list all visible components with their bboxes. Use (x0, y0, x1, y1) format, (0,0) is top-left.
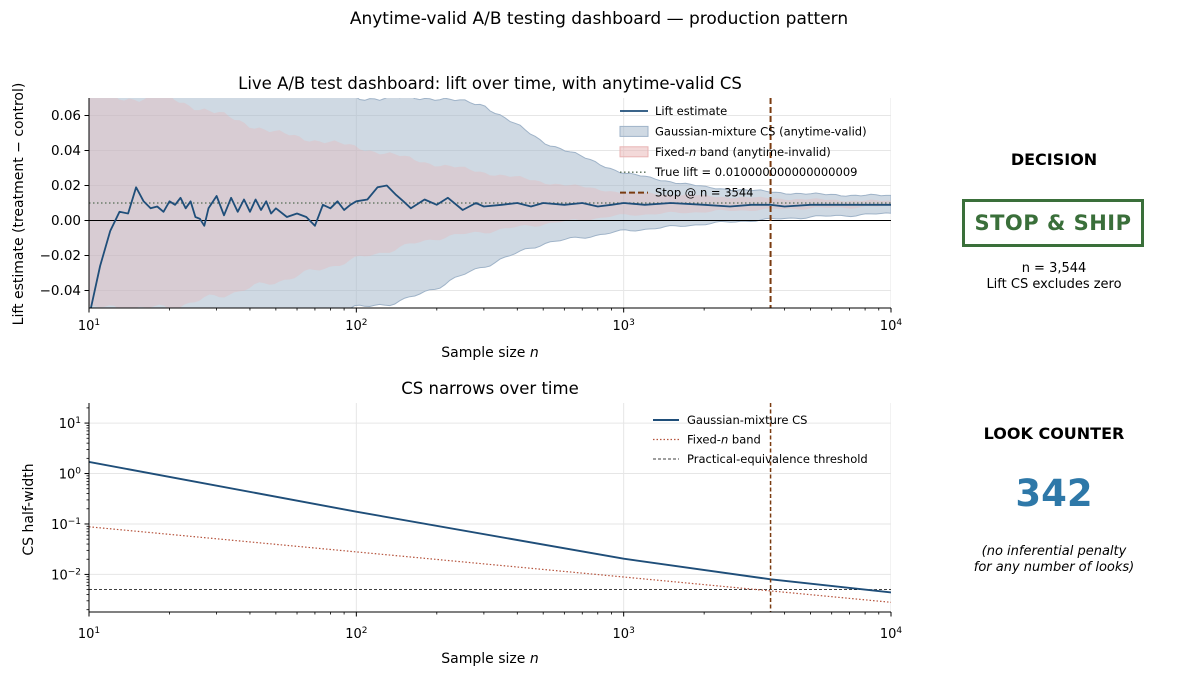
lift-legend-label-4: Stop @ n = 3544 (655, 186, 753, 200)
halfwidth-y-tick-label-2: 100 (59, 467, 82, 483)
lift-x-tick-label-2: 103 (613, 318, 635, 334)
lift-y-tick-label-2: 0.00 (51, 213, 81, 229)
halfwidth-x-tick-label-3: 104 (880, 626, 903, 642)
lift-estimate-line (90, 184, 891, 308)
halfwidth-y-tick-label-3: 101 (59, 416, 81, 432)
lift-plot-area (89, 98, 891, 308)
decision-title: DECISION (1010, 150, 1098, 169)
lift-chart-title: Live A/B test dashboard: lift over time,… (238, 74, 742, 93)
lift-x-tick-label-0: 101 (78, 318, 100, 334)
lift-chart: 101 102 103 104 −0.04 −0.02 0.00 0.02 0.04 0.06 Li… (11, 74, 903, 361)
lift-legend-swatch-1 (619, 125, 649, 137)
lift-x-tick-label-1: 102 (345, 318, 367, 334)
lift-legend-label-0: Lift estimate (655, 104, 727, 118)
halfwidth-legend-label-1: Fixed-n band (687, 433, 761, 447)
halfwidth-cs-line (89, 460, 891, 594)
lift-y-tick-label-4: 0.04 (51, 143, 81, 159)
look-counter-note-2: for any number of looks) (973, 560, 1135, 575)
look-counter-title: LOOK COUNTER (983, 424, 1125, 443)
halfwidth-x-axis-label: Sample size n (441, 651, 538, 667)
decision-note: Lift CS excludes zero (986, 277, 1122, 292)
halfwidth-chart-title: CS narrows over time (401, 379, 578, 398)
lift-y-axis-label: Lift estimate (treatment − control) (11, 83, 27, 326)
halfwidth-fixed-line (89, 526, 891, 603)
halfwidth-y-tick-label-1: 10−1 (51, 517, 81, 533)
halfwidth-legend-label-2: Practical-equivalence threshold (687, 452, 868, 466)
lift-y-tick-label-3: 0.02 (51, 178, 81, 194)
halfwidth-y-axis-label: CS half-width (21, 463, 37, 555)
decision-verdict-badge: STOP & SHIP (962, 199, 1144, 247)
halfwidth-y-tick-label-0: 10−2 (51, 567, 81, 583)
look-counter-note-1: (no inferential penalty (981, 544, 1127, 559)
decision-sample-size: n = 3,544 (1021, 261, 1087, 276)
look-counter-value: 342 (1015, 472, 1093, 515)
halfwidth-x-tick-label-0: 101 (78, 626, 100, 642)
lift-legend-label-1: Gaussian-mixture CS (anytime-valid) (655, 124, 867, 138)
halfwidth-chart: 101 102 103 104 10−2 10−1 100 101 CS narrows ove… (21, 379, 902, 667)
halfwidth-x-tick-label-1: 102 (345, 626, 367, 642)
lift-legend-label-3: True lift = 0.010000000000000009 (654, 165, 857, 179)
lift-x-tick-label-3: 104 (880, 318, 903, 334)
lift-y-tick-label-1: −0.02 (40, 248, 81, 264)
halfwidth-x-tick-label-2: 103 (613, 626, 635, 642)
halfwidth-legend-label-0: Gaussian-mixture CS (687, 413, 807, 427)
lift-y-tick-label-0: −0.04 (40, 283, 81, 299)
lift-x-axis-label: Sample size n (441, 345, 538, 361)
lift-y-tick-label-5: 0.06 (51, 108, 81, 124)
lift-legend-swatch-2 (619, 146, 649, 158)
decision-verdict: STOP & SHIP (974, 211, 1132, 235)
lift-legend-label-2: Fixed-n band (anytime-invalid) (655, 145, 831, 159)
figure-suptitle: Anytime-valid A/B testing dashboard — pr… (349, 9, 849, 29)
halfwidth-plot-area (89, 403, 891, 612)
